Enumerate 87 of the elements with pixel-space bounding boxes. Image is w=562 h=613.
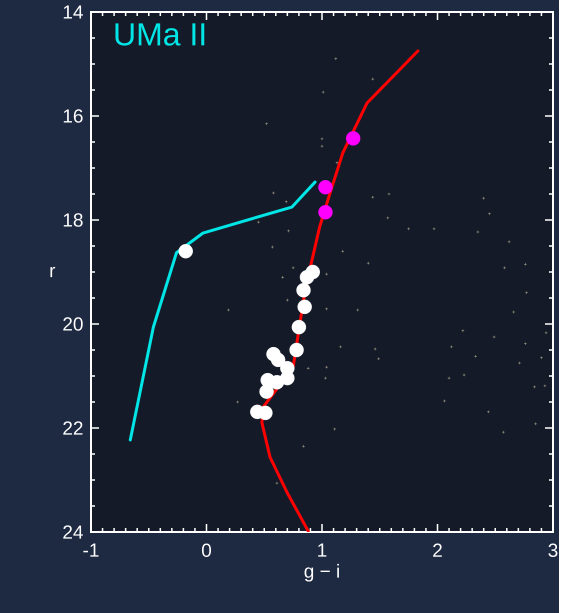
point [306,366,310,370]
x-tick-label: -1 [84,544,99,557]
point [488,212,492,216]
point [508,240,511,244]
point [325,272,328,276]
point [443,399,446,403]
point [482,196,486,200]
point [518,361,522,365]
point [524,262,528,266]
point [502,430,506,434]
point [320,144,324,148]
point [534,422,538,426]
point [320,137,324,140]
x-tick-label: 3 [548,544,558,557]
x-tick-label: 0 [202,544,212,557]
point [448,376,451,380]
point [298,300,312,314]
point [450,345,454,348]
point [474,354,478,358]
point [544,384,547,388]
y-axis-title: r [50,266,56,278]
point [462,373,466,377]
point [356,308,360,312]
point [325,366,328,369]
point [388,192,391,196]
point [257,220,260,224]
y-tick-label: 18 [64,213,83,227]
point [371,196,375,199]
point [287,229,290,232]
point [334,57,338,60]
point [386,216,390,220]
point [276,482,279,485]
point [260,372,276,388]
point [544,331,548,334]
point [341,250,345,253]
point [300,270,314,284]
x-tick-label: 1 [318,544,327,557]
point [492,335,496,339]
point [333,427,336,431]
point [270,245,274,249]
point [296,283,311,298]
point [260,384,274,399]
point [371,78,375,81]
point [292,320,306,334]
point [290,342,304,358]
point [284,200,288,204]
point [286,298,290,302]
point [339,345,342,348]
point [377,357,380,360]
point [374,347,377,351]
point [318,180,333,194]
point [324,376,328,380]
point [346,131,361,146]
point [325,307,328,310]
point [265,122,268,126]
point [271,352,286,368]
point [302,444,306,448]
point [503,266,506,270]
point [227,308,230,312]
point [476,230,480,234]
y-tick-label: 14 [64,5,84,19]
point [540,356,544,360]
point [533,385,536,388]
point [292,266,295,270]
point [272,191,276,195]
x-tick-label: 2 [433,544,442,557]
y-tick-label: 16 [64,109,83,123]
y-tick-label: 24 [63,525,84,539]
point [512,310,516,314]
point [336,161,339,164]
point [524,342,528,346]
point [525,291,528,294]
y-tick-label: 20 [63,317,83,331]
line-series [128,180,317,442]
point [462,329,465,332]
point [236,400,240,404]
x-axis-title: g − i [304,564,340,582]
point [281,276,284,279]
point [432,227,436,230]
point [178,244,194,258]
point [486,410,490,414]
point [322,90,325,94]
y-tick-label: 22 [63,421,83,435]
point [407,227,410,230]
point [318,205,333,220]
annotation: UMa II [116,23,204,46]
point [366,262,370,265]
